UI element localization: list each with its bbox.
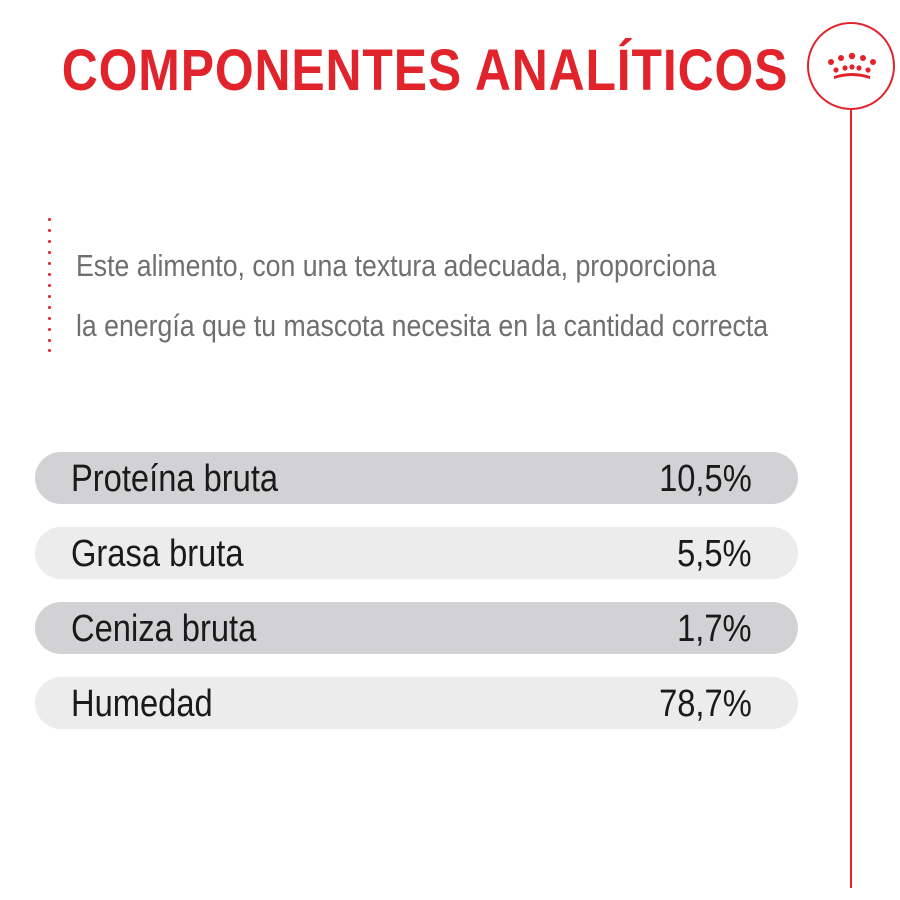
component-row-moisture: Humedad 78,7% (35, 677, 798, 729)
component-label: Humedad (71, 683, 213, 725)
decorative-vertical-line (850, 110, 852, 888)
component-row-fat: Grasa bruta 5,5% (35, 527, 798, 579)
page-title: COMPONENTES ANALÍTICOS (61, 38, 789, 103)
component-label: Grasa bruta (71, 533, 244, 575)
component-row-ash: Ceniza bruta 1,7% (35, 602, 798, 654)
component-row-protein: Proteína bruta 10,5% (35, 452, 798, 504)
component-label: Ceniza bruta (71, 608, 257, 650)
brand-logo (807, 22, 895, 110)
component-value: 10,5% (659, 458, 752, 500)
analytical-components-list: Proteína bruta 10,5% Grasa bruta 5,5% Ce… (35, 452, 798, 752)
description-line: Este alimento, con una textura adecuada,… (76, 248, 717, 283)
crown-icon (828, 52, 876, 79)
component-value: 78,7% (659, 683, 752, 725)
component-value: 5,5% (677, 533, 752, 575)
description-line: la energía que tu mascota necesita en la… (76, 308, 769, 343)
component-value: 1,7% (677, 608, 752, 650)
product-description: Este alimento, con una textura adecuada,… (76, 236, 769, 356)
dotted-accent-line (48, 218, 52, 352)
component-label: Proteína bruta (71, 458, 279, 500)
